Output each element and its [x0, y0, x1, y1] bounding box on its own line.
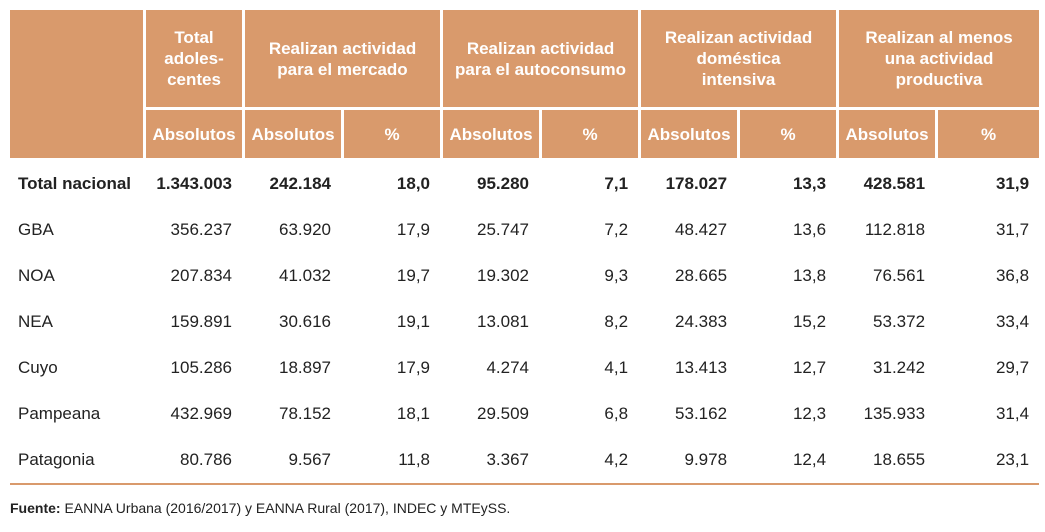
table-cell: 19,1 — [396, 312, 431, 331]
table-cell: 7,2 — [604, 220, 629, 239]
table-cell: 11,8 — [341, 437, 441, 485]
table-cell: 53.162 — [675, 404, 728, 423]
table-cell: 28.665 — [675, 266, 728, 285]
header-autoconsumo: Realizan actividad para el autoconsumo — [440, 10, 639, 110]
table-cell: 13,8 — [792, 266, 827, 285]
table-cell: 31,7 — [995, 220, 1030, 239]
table-cell: 12,7 — [792, 358, 827, 377]
table-cell: 31,4 — [995, 404, 1030, 423]
subheader-pct: % — [539, 110, 639, 161]
table-cell: 76.561 — [873, 266, 926, 285]
table-cell: 18,1 — [396, 404, 431, 423]
table-cell: 19,7 — [396, 266, 431, 285]
table-cell: 432.969 — [170, 404, 232, 423]
table-cell: 1.343.003 — [156, 174, 232, 193]
table-cell: 12,3 — [792, 404, 827, 423]
subheader-absolutos: Absolutos — [440, 110, 540, 161]
table-row: NEA 159.891 30.616 19,1 13.081 8,2 24.383 15,2 5… — [10, 299, 1039, 345]
header-total-adolescentes: Total adoles-centes — [143, 10, 242, 110]
table-cell: 242.184 — [269, 174, 331, 193]
table-cell: 31,9 — [995, 174, 1030, 193]
table-cell: 112.818 — [864, 220, 926, 239]
table-row: Pampeana 432.969 78.152 18,1 29.509 6,8 53.162… — [10, 391, 1039, 437]
subheader-absolutos: Absolutos — [836, 110, 936, 161]
table-row: GBA 356.237 63.920 17,9 25.747 7,2 48.427 13,6 1… — [10, 207, 1039, 253]
table-cell: 19.302 — [477, 266, 530, 285]
subheader-absolutos: Absolutos — [143, 110, 242, 161]
table-cell: 4,2 — [539, 437, 639, 485]
table-cell: 17,9 — [396, 358, 431, 377]
source-text: EANNA Urbana (2016/2017) y EANNA Rural (… — [60, 500, 511, 516]
table-cell: 33,4 — [995, 312, 1030, 331]
table-cell: 18.897 — [279, 358, 331, 377]
table-cell: 13,3 — [792, 174, 827, 193]
table-cell: 78.152 — [279, 404, 331, 423]
table-cell: 29.509 — [477, 404, 530, 423]
table-cell: 13.413 — [675, 358, 728, 377]
table-cell: 207.834 — [170, 266, 232, 285]
subheader-pct: % — [935, 110, 1040, 161]
table-cell: 356.237 — [170, 220, 232, 239]
table-cell: 17,9 — [396, 220, 431, 239]
row-label: NEA — [18, 312, 53, 331]
table-cell: 4.274 — [486, 358, 530, 377]
table-cell: 15,2 — [792, 312, 827, 331]
table-cell: 18,0 — [396, 174, 431, 193]
table-row: NOA 207.834 41.032 19,7 19.302 9,3 28.665 13,8 7… — [10, 253, 1039, 299]
table-cell: 31.242 — [873, 358, 926, 377]
table-cell: 135.933 — [863, 404, 926, 423]
table-cell: 48.427 — [675, 220, 728, 239]
table-cell: 7,1 — [604, 174, 629, 193]
table-cell: 13,6 — [792, 220, 827, 239]
table-cell: 36,8 — [995, 266, 1030, 285]
table-cell: 9.978 — [638, 437, 738, 485]
table-cell: 159.891 — [170, 312, 232, 331]
source-label: Fuente: — [10, 500, 61, 516]
row-label: GBA — [18, 220, 54, 239]
row-label: NOA — [18, 266, 55, 285]
header-blank-cell — [10, 10, 143, 161]
row-label: Patagonia — [10, 437, 143, 485]
table-cell: 30.616 — [279, 312, 331, 331]
source-note: Fuente: EANNA Urbana (2016/2017) y EANNA… — [10, 500, 510, 516]
subheader-pct: % — [341, 110, 441, 161]
subheader-pct: % — [737, 110, 837, 161]
row-label: Cuyo — [18, 358, 58, 377]
subheader-absolutos: Absolutos — [638, 110, 738, 161]
table-cell: 105.286 — [170, 358, 232, 377]
header-productiva: Realizan al menos una actividad productiva — [836, 10, 1040, 110]
table-cell: 25.747 — [477, 220, 530, 239]
table-cell: 12,4 — [737, 437, 837, 485]
table-cell: 95.280 — [477, 174, 530, 193]
subheader-absolutos: Absolutos — [242, 110, 341, 161]
table-body: Total nacional 1.343.003 242.184 18,0 95.280… — [10, 161, 1040, 485]
table-cell: 29,7 — [995, 358, 1030, 377]
row-label: Total nacional — [18, 174, 132, 193]
row-label: Pampeana — [18, 404, 101, 423]
table-cell: 9,3 — [604, 266, 629, 285]
table-cell: 80.786 — [143, 437, 242, 485]
header-mercado: Realizan actividad para el mercado — [242, 10, 441, 110]
table-cell: 178.027 — [665, 174, 728, 193]
table-cell: 18.655 — [836, 437, 936, 485]
table-cell: 8,2 — [604, 312, 629, 331]
table-row: Cuyo 105.286 18.897 17,9 4.274 4,1 13.413 12,7 3… — [10, 345, 1039, 391]
table-row-total: Total nacional 1.343.003 242.184 18,0 95.280… — [10, 161, 1039, 207]
table-cell: 23,1 — [935, 437, 1040, 485]
table-cell: 9.567 — [242, 437, 341, 485]
header-domestica: Realizan actividad doméstica intensiva — [638, 10, 837, 110]
table-cell: 24.383 — [675, 312, 728, 331]
table-row: Patagonia 80.786 9.567 11,8 3.367 4,2 9.978 12,… — [10, 437, 1040, 485]
table-cell: 13.081 — [477, 312, 530, 331]
table-cell: 6,8 — [604, 404, 629, 423]
data-table: Total adoles-centes Realizan actividad par… — [10, 10, 1040, 485]
table-cell: 41.032 — [279, 266, 331, 285]
table-cell: 428.581 — [863, 174, 926, 193]
table-cell: 63.920 — [279, 220, 331, 239]
table-cell: 53.372 — [873, 312, 926, 331]
table-cell: 3.367 — [440, 437, 540, 485]
table-cell: 4,1 — [604, 358, 629, 377]
